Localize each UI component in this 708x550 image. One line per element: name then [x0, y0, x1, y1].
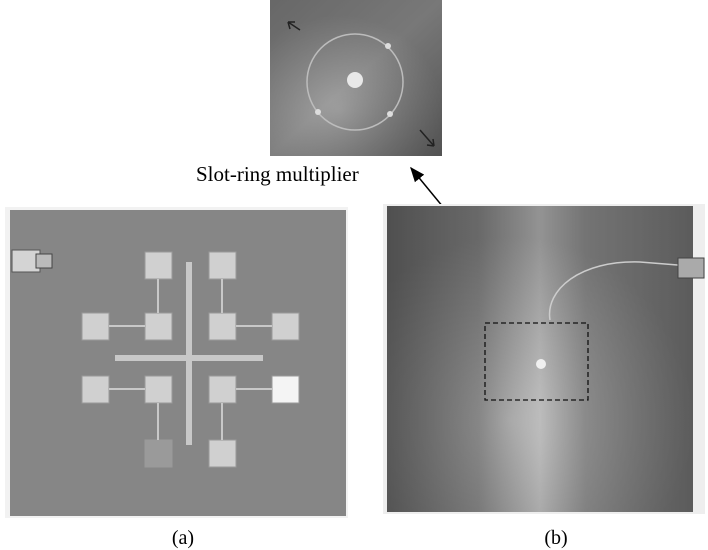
annotation: Slot-ring multiplier [196, 162, 359, 186]
figure: Slot-ring multiplier (a) [0, 0, 708, 550]
inset-photo [270, 0, 442, 156]
panel-label: (b) [544, 527, 567, 549]
panel-label: (a) [172, 527, 194, 549]
photo-a [5, 207, 348, 518]
page: Slot-ring multiplier (a) [0, 0, 708, 550]
photo-b [383, 204, 705, 514]
